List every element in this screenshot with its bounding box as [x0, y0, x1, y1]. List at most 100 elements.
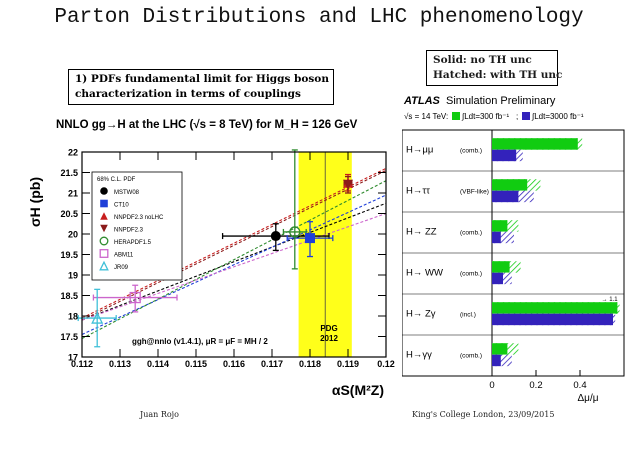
fit-line-0: [82, 202, 386, 321]
uncertainty-legend-line-1: Solid: no TH unc: [433, 54, 532, 66]
atlas-label: ATLAS: [403, 95, 441, 107]
chart1-xlabel: αS(M²Z): [332, 382, 384, 398]
mode-label-2: (comb.): [460, 230, 482, 237]
legend-label-0: MSTW08: [114, 190, 140, 196]
legend-label-5: ABM11: [114, 253, 134, 259]
bar-3000-3: [492, 272, 503, 285]
legend-title: 68% C.L. PDF: [97, 177, 136, 183]
ytick-label-0: 17: [68, 353, 78, 363]
xtick-label-1: 0.113: [109, 359, 131, 369]
lumi-sep: ;: [516, 112, 518, 121]
ytick-label-7: 20.5: [60, 209, 78, 219]
pdg-band-label-2: 2012: [320, 334, 338, 343]
higgs-xsec-vs-alphas-chart: 0.112 0.113 0.114 0.115 0.116 0.117 0.118 0.119…: [27, 118, 395, 398]
arrow-label-4: → 1.1: [602, 297, 619, 303]
bar-300-0: [492, 138, 578, 150]
mode-label-3: (comb.): [460, 271, 482, 278]
c2-xtick-label-0: 0: [489, 380, 494, 391]
slide-title: Parton Distributions and LHC phenomenolo…: [54, 6, 584, 29]
legend-marker-3: [100, 224, 108, 233]
c2-xtick-label-2: 0.4: [573, 380, 586, 391]
ytick-label-6: 20: [68, 230, 78, 240]
uncertainty-legend-line-2: Hatched: with TH unc: [433, 69, 563, 81]
xtick-label-0: 0.112: [71, 359, 93, 369]
ytick-label-9: 21.5: [60, 168, 78, 178]
marker-3: [343, 179, 353, 190]
xtick-label-4: 0.116: [223, 359, 245, 369]
legend-marker-1: [100, 199, 108, 208]
footer-author: Juan Rojo: [140, 410, 179, 419]
c2-xtick-label-1: 0.2: [529, 380, 542, 391]
xtick-label-6: 0.118: [299, 359, 321, 369]
ytick-label-2: 18: [68, 312, 78, 322]
channel-label-1: H→ττ: [406, 186, 430, 197]
ytick-label-1: 17.5: [60, 332, 78, 342]
ytick-label-4: 19: [68, 271, 78, 281]
chart1-title: NNLO gg→H at the LHC (√s = 8 TeV) for M_…: [56, 118, 358, 131]
mode-label-0: (comb.): [460, 148, 482, 155]
bar-3000-th-2: [492, 231, 514, 244]
bar-3000-1: [492, 190, 519, 203]
mode-label-5: (comb.): [460, 353, 482, 360]
lumi-3000-swatch: [522, 112, 530, 120]
ytick-label-8: 21: [68, 189, 78, 199]
channel-label-5: H→γγ: [406, 350, 432, 361]
atlas-sim-label: Simulation Preliminary: [446, 95, 556, 107]
bar-3000-0: [492, 149, 517, 162]
xtick-label-7: 0.119: [337, 359, 359, 369]
marker-6: [91, 311, 104, 324]
channel-label-2: H→ ZZ: [406, 227, 437, 238]
pdf-limit-note: 1) PDFs fundamental limit for Higgs boso…: [68, 69, 334, 105]
pdf-limit-line-2: characterization in terms of couplings: [75, 88, 301, 100]
legend-label-2: NNPDF2.3 noLHC: [114, 215, 164, 221]
channel-label-4: H→ Zγ: [406, 309, 436, 320]
mode-label-1: (VBF-like): [460, 189, 489, 196]
bar-300-2: [492, 220, 508, 232]
bar-300-5: [492, 343, 508, 355]
chart1-ylabel: σH (pb): [27, 177, 43, 227]
pdg-band-label-1: PDG: [320, 324, 337, 333]
channel-label-3: H→ WW: [406, 268, 443, 279]
legend-marker-4: [99, 236, 109, 246]
fit-line-3: [82, 169, 386, 321]
lumi-3000-label: ∫Ldt=3000 fb⁻¹: [531, 112, 584, 121]
atlas-coupling-precision-chart: H→μμ (comb.) H→ττ (VBF-like) H→ ZZ (comb.) H→ …: [402, 95, 625, 404]
marker-4: [289, 226, 301, 238]
fit-line-5: [82, 212, 386, 321]
legend-marker-6: [99, 260, 109, 271]
bar-3000-th-5: [492, 354, 512, 367]
ytick-label-10: 22: [68, 148, 78, 158]
legend-label-1: CT10: [114, 203, 129, 209]
bar-3000-4: [492, 313, 613, 326]
legend-marker-2: [100, 212, 108, 220]
lumi-300-swatch: [452, 112, 460, 120]
bar-300-1: [492, 179, 528, 191]
footer-affiliation: King's College London, 23/09/2015: [412, 410, 555, 419]
bar-300-4: [492, 302, 618, 314]
legend-marker-0: [100, 187, 108, 195]
ytick-label-3: 18.5: [60, 291, 78, 301]
xtick-label-5: 0.117: [261, 359, 283, 369]
xtick-label-8: 0.12: [377, 359, 395, 369]
energy-label: √s = 14 TeV:: [404, 112, 448, 121]
pdf-limit-line-1: 1) PDFs fundamental limit for Higgs boso…: [75, 73, 329, 85]
xtick-label-2: 0.114: [147, 359, 169, 369]
channel-label-0: H→μμ: [406, 145, 433, 156]
mode-label-4: (incl.): [460, 312, 476, 319]
uncertainty-legend-note: Solid: no TH unc Hatched: with TH unc: [426, 50, 563, 86]
bar-3000-5: [492, 354, 501, 367]
bar-3000-2: [492, 231, 501, 244]
legend-marker-5: [99, 249, 109, 258]
chart1-footnote: ggh@nnlo (v1.4.1), μR = μF = MH / 2: [132, 337, 268, 346]
marker-0: [270, 231, 281, 242]
legend-label-3: NNPDF2.3: [114, 228, 144, 234]
bar-300-3: [492, 261, 510, 273]
legend-label-4: HERAPDF1.5: [114, 240, 152, 246]
fit-line-1: [82, 194, 386, 335]
chart2-xlabel: Δμ/μ: [578, 393, 599, 404]
marker-1: [305, 233, 315, 244]
lumi-300-label: ∫Ldt=300 fb⁻¹: [461, 112, 509, 121]
marker-5: [129, 291, 141, 304]
xtick-label-3: 0.115: [185, 359, 207, 369]
